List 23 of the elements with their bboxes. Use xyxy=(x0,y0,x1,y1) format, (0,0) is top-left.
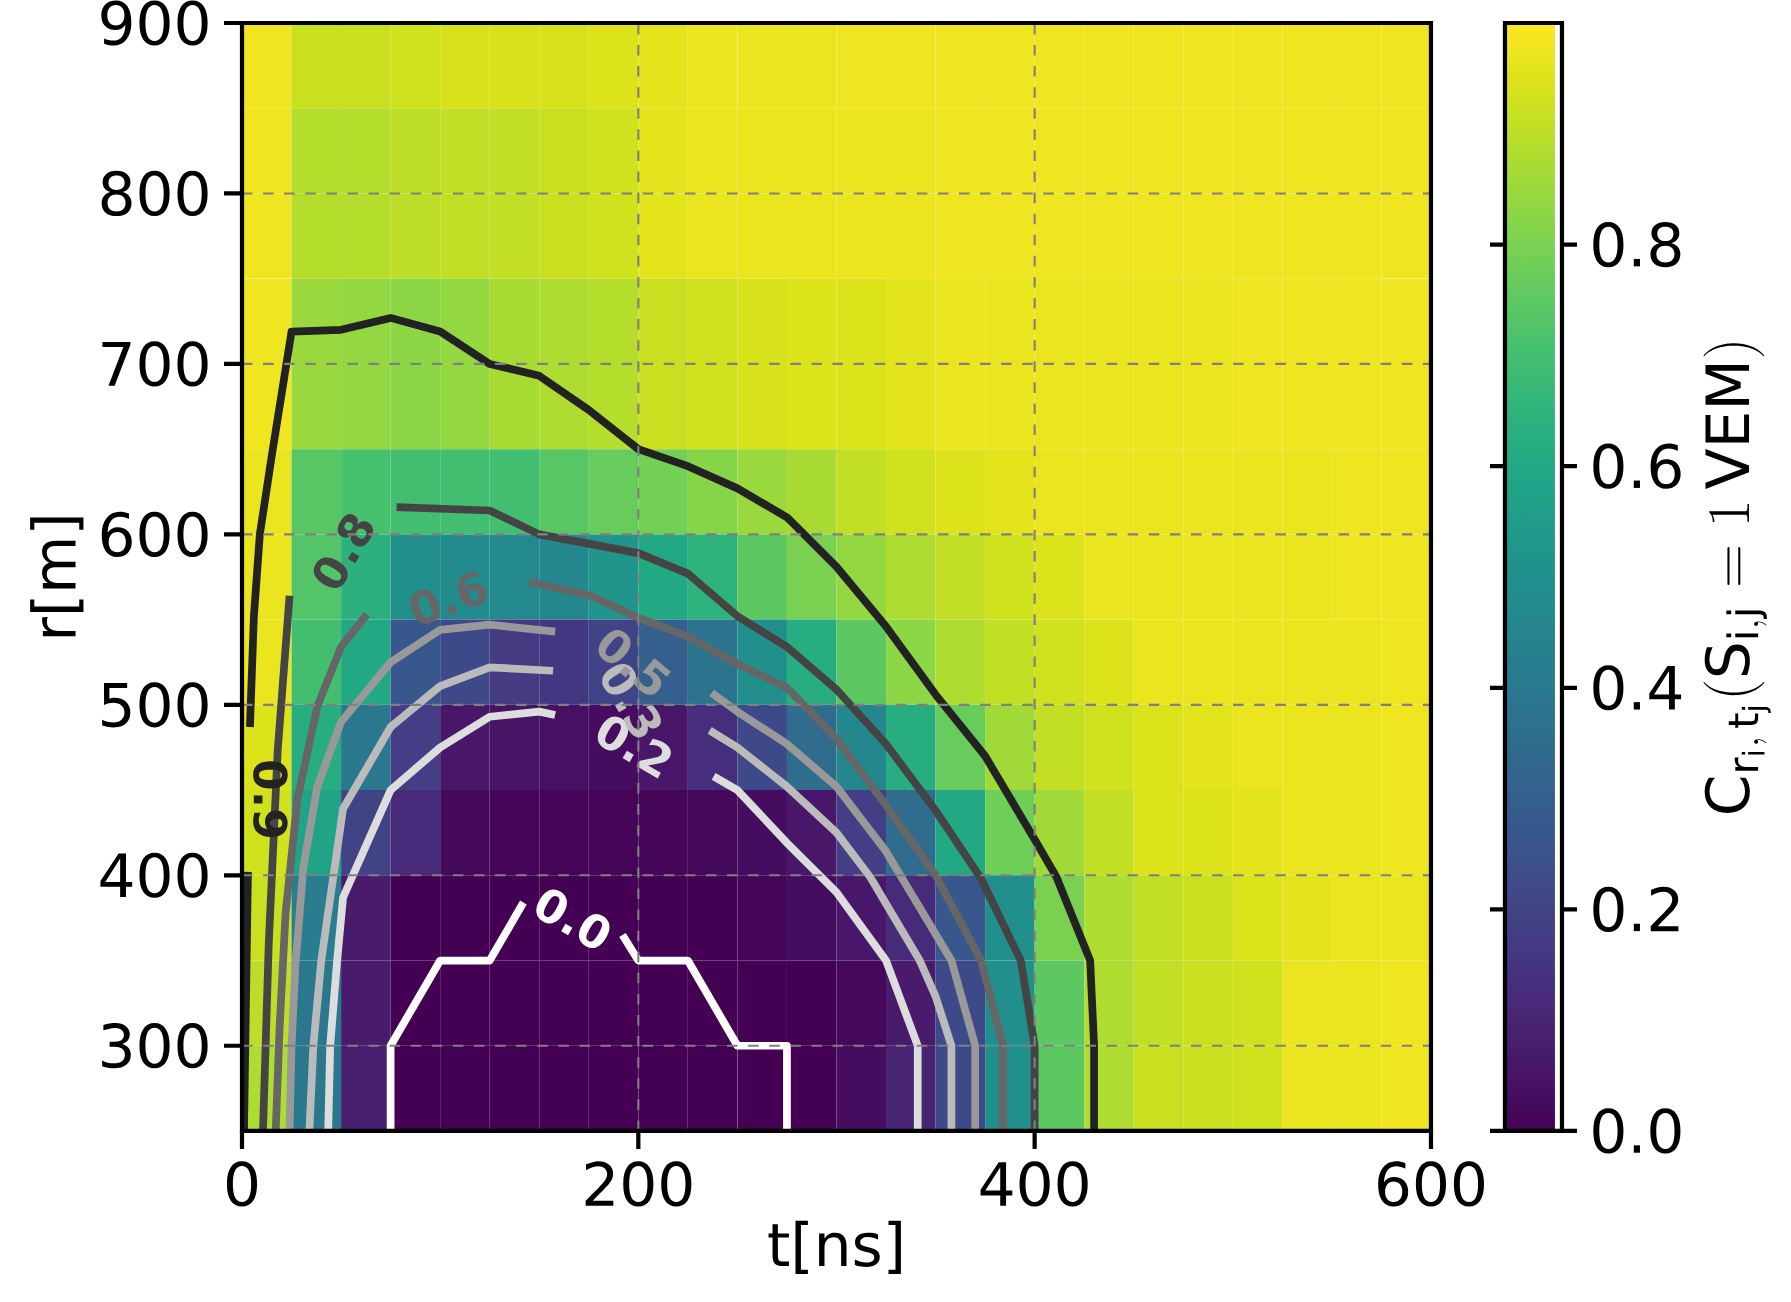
y-tick-label: 300 xyxy=(102,1023,208,1069)
y-axis-title: r[m] xyxy=(30,517,84,637)
text: 0.0 xyxy=(536,889,610,949)
y-tick-label: 600 xyxy=(101,511,208,557)
x-axis-title: t[ns] xyxy=(768,1220,901,1274)
y-tick-label: 900 xyxy=(101,0,208,46)
color-bar-label: 0.0 xyxy=(1593,1108,1681,1154)
color-bar-label: 0.4 xyxy=(1593,665,1682,711)
text: 0.6 xyxy=(410,571,487,624)
y-tick-label: 700 xyxy=(102,341,208,387)
color-bar-label: 0.6 xyxy=(1593,443,1681,489)
y-tick-label: 800 xyxy=(101,170,208,217)
color-bar-title: $\mathrm{C}_{\mathrm{r}_{\mathrm{i}},\,\mathrm{t}_{\mathrm{j}}}(\mathrm{S}_{\mathrm{i,j}} = 1\,\mathrm{VEM})$ xyxy=(1703,343,1771,813)
x-tick-label: 400 xyxy=(980,1161,1088,1207)
text: 0.9 xyxy=(253,761,288,838)
y-tick-label: 500 xyxy=(102,682,208,728)
x-tick-label: 600 xyxy=(1378,1161,1485,1207)
color-bar-label: 0.8 xyxy=(1593,221,1681,268)
x-tick-label: 200 xyxy=(585,1161,692,1207)
y-tick-label: 400 xyxy=(100,852,208,898)
text: 0.8 xyxy=(313,513,374,589)
color-bar-label: 0.2 xyxy=(1593,886,1679,932)
x-tick-label: 0 xyxy=(226,1161,258,1207)
